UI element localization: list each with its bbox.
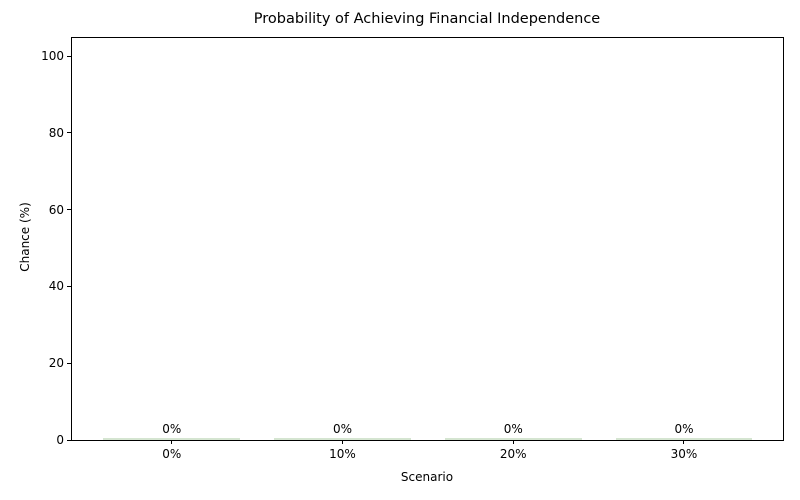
x-tick-label: 20% xyxy=(499,447,527,461)
bar xyxy=(615,438,753,440)
bar-value-label: 0% xyxy=(503,422,523,436)
y-tick-mark xyxy=(67,362,71,364)
plot-area xyxy=(71,37,784,441)
bar xyxy=(274,438,411,440)
bar xyxy=(444,438,582,440)
y-tick-mark xyxy=(67,285,71,287)
bar-value-label: 0% xyxy=(162,422,182,436)
y-tick-label: 80 xyxy=(48,125,64,140)
x-tick-mark xyxy=(683,440,685,444)
y-tick-label: 20 xyxy=(48,356,64,371)
bar xyxy=(103,438,241,440)
y-tick-mark xyxy=(67,132,71,134)
bar-value-label: 0% xyxy=(332,422,352,436)
y-tick-mark xyxy=(67,55,71,57)
x-tick-mark xyxy=(341,440,343,444)
bar-value-label: 0% xyxy=(674,422,694,436)
chart-title: Probability of Achieving Financial Indep… xyxy=(253,11,601,27)
x-axis-label: Scenario xyxy=(400,470,454,484)
x-tick-mark xyxy=(171,440,173,444)
y-tick-mark xyxy=(67,209,71,211)
x-tick-mark xyxy=(512,440,514,444)
x-tick-label: 10% xyxy=(329,447,356,461)
y-tick-label: 40 xyxy=(48,279,64,294)
y-tick-label: 60 xyxy=(48,202,64,217)
x-tick-label: 30% xyxy=(670,447,698,461)
y-tick-label: 100 xyxy=(41,49,64,64)
y-axis-label: Chance (%) xyxy=(18,202,32,272)
y-tick-label: 0 xyxy=(56,433,64,447)
x-tick-label: 0% xyxy=(162,447,182,461)
y-tick-mark xyxy=(67,439,71,441)
